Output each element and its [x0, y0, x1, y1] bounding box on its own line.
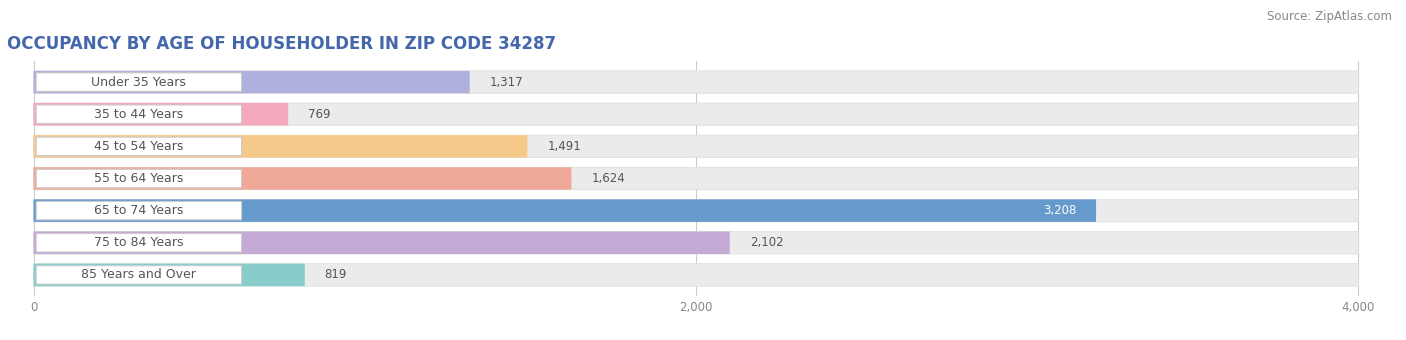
FancyBboxPatch shape	[34, 264, 305, 286]
FancyBboxPatch shape	[37, 234, 242, 252]
FancyBboxPatch shape	[34, 199, 1358, 222]
Text: 85 Years and Over: 85 Years and Over	[82, 268, 197, 282]
Text: 1,624: 1,624	[592, 172, 626, 185]
FancyBboxPatch shape	[37, 201, 242, 220]
Text: 769: 769	[308, 108, 330, 121]
FancyBboxPatch shape	[34, 264, 1358, 286]
Text: 1,491: 1,491	[547, 140, 581, 153]
FancyBboxPatch shape	[34, 71, 470, 94]
FancyBboxPatch shape	[34, 232, 1358, 254]
Text: 819: 819	[325, 268, 347, 282]
FancyBboxPatch shape	[34, 103, 288, 125]
Text: 35 to 44 Years: 35 to 44 Years	[94, 108, 183, 121]
Text: 75 to 84 Years: 75 to 84 Years	[94, 236, 184, 249]
Text: 45 to 54 Years: 45 to 54 Years	[94, 140, 184, 153]
FancyBboxPatch shape	[37, 169, 242, 188]
FancyBboxPatch shape	[37, 266, 242, 284]
FancyBboxPatch shape	[34, 167, 1358, 190]
FancyBboxPatch shape	[37, 73, 242, 91]
FancyBboxPatch shape	[34, 232, 730, 254]
FancyBboxPatch shape	[37, 137, 242, 156]
FancyBboxPatch shape	[34, 71, 1358, 94]
FancyBboxPatch shape	[34, 167, 571, 190]
Text: Under 35 Years: Under 35 Years	[91, 75, 186, 89]
FancyBboxPatch shape	[37, 105, 242, 123]
Text: OCCUPANCY BY AGE OF HOUSEHOLDER IN ZIP CODE 34287: OCCUPANCY BY AGE OF HOUSEHOLDER IN ZIP C…	[7, 35, 557, 53]
Text: 2,102: 2,102	[749, 236, 783, 249]
Text: 55 to 64 Years: 55 to 64 Years	[94, 172, 184, 185]
FancyBboxPatch shape	[34, 103, 1358, 125]
Text: 3,208: 3,208	[1043, 204, 1076, 217]
FancyBboxPatch shape	[34, 135, 1358, 158]
Text: 65 to 74 Years: 65 to 74 Years	[94, 204, 184, 217]
FancyBboxPatch shape	[34, 199, 1097, 222]
Text: 1,317: 1,317	[489, 75, 523, 89]
Text: Source: ZipAtlas.com: Source: ZipAtlas.com	[1267, 10, 1392, 23]
FancyBboxPatch shape	[34, 135, 527, 158]
